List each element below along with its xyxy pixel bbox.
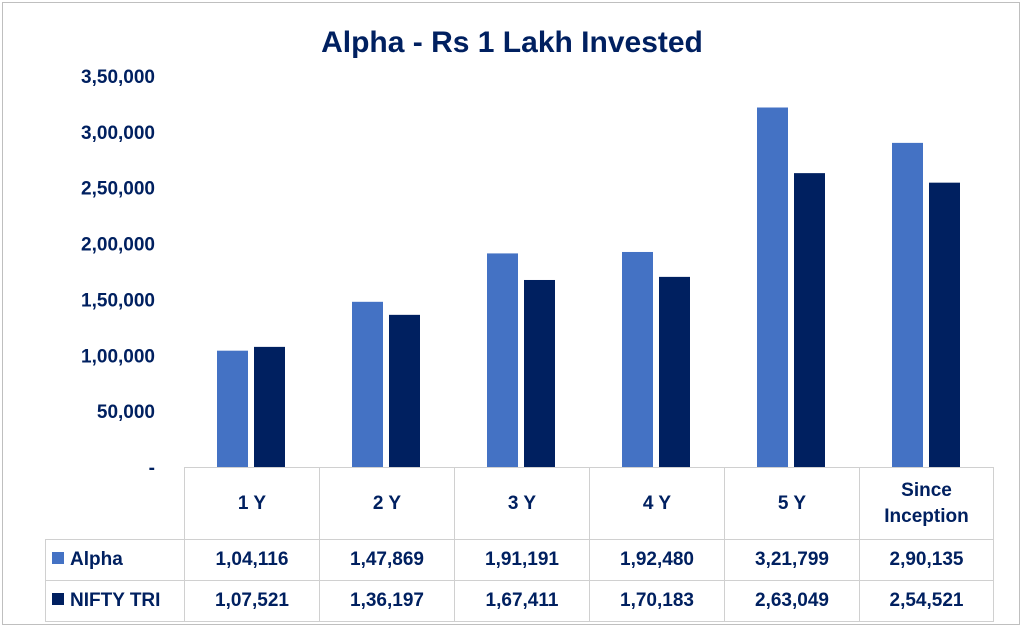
table-cell: 1,67,411 [454, 580, 590, 622]
bar-nifty-tri [254, 346, 285, 467]
table-cell: 1,92,480 [589, 539, 725, 581]
bar-alpha [352, 301, 383, 467]
table-cell: 1,07,521 [184, 580, 320, 622]
legend-swatch-nifty-tri [52, 593, 64, 605]
bar-alpha [487, 253, 518, 467]
bars [217, 107, 960, 468]
plot-area: - 50,000 1,00,000 1,50,000 2,00,000 2,50,000 3… [81, 67, 960, 470]
bar-nifty-tri [659, 276, 690, 467]
table-cell: 1,36,197 [319, 580, 455, 622]
y-tick-label: 2,50,000 [81, 179, 155, 200]
table-cell: 1,47,869 [319, 539, 455, 581]
bar-alpha [892, 142, 923, 468]
bar-alpha [217, 350, 248, 467]
table-header-cell: 2 Y [319, 467, 455, 540]
table-cell: 1,04,116 [184, 539, 320, 581]
table-cell: 3,21,799 [724, 539, 860, 581]
table-cell: 1,91,191 [454, 539, 590, 581]
table-row-nifty-tri: NIFTY TRI 1,07,521 1,36,197 1,67,411 1,7… [45, 580, 994, 622]
bar-nifty-tri [524, 279, 555, 467]
y-axis: - 50,000 1,00,000 1,50,000 2,00,000 2,50,000 3… [81, 67, 155, 470]
y-tick-label: 2,00,000 [81, 235, 155, 256]
y-tick-label: 3,50,000 [81, 67, 155, 88]
y-tick-label: 1,00,000 [81, 346, 155, 367]
y-tick-label: 50,000 [97, 402, 155, 423]
legend-item-nifty-tri: NIFTY TRI [45, 580, 185, 622]
table-header-row: 1 Y 2 Y 3 Y 4 Y 5 Y Since Inception [45, 467, 994, 540]
table-row-alpha: Alpha 1,04,116 1,47,869 1,91,191 1,92,48… [45, 539, 994, 581]
y-tick-label: 1,50,000 [81, 290, 155, 311]
bar-nifty-tri [929, 182, 960, 467]
table-header-cell: 5 Y [724, 467, 860, 540]
legend-item-alpha: Alpha [45, 539, 185, 581]
table-header-cell: 4 Y [589, 467, 725, 540]
table-header-cell: Since Inception [859, 467, 994, 540]
data-table: 1 Y 2 Y 3 Y 4 Y 5 Y Since Inception Alph… [45, 467, 994, 622]
bar-alpha [622, 251, 653, 467]
table-header-cell: 1 Y [184, 467, 320, 540]
table-cell: 2,90,135 [859, 539, 994, 581]
table-corner [45, 467, 185, 540]
chart-title: Alpha - Rs 1 Lakh Invested [321, 26, 703, 59]
bar-alpha [757, 107, 788, 467]
y-tick-label: - [149, 458, 155, 470]
table-cell: 1,70,183 [589, 580, 725, 622]
bar-nifty-tri [389, 314, 420, 467]
table-header-cell: 3 Y [454, 467, 590, 540]
legend-swatch-alpha [52, 552, 64, 564]
bar-nifty-tri [794, 173, 825, 467]
y-tick-label: 3,00,000 [81, 123, 155, 144]
table-cell: 2,54,521 [859, 580, 994, 622]
table-cell: 2,63,049 [724, 580, 860, 622]
